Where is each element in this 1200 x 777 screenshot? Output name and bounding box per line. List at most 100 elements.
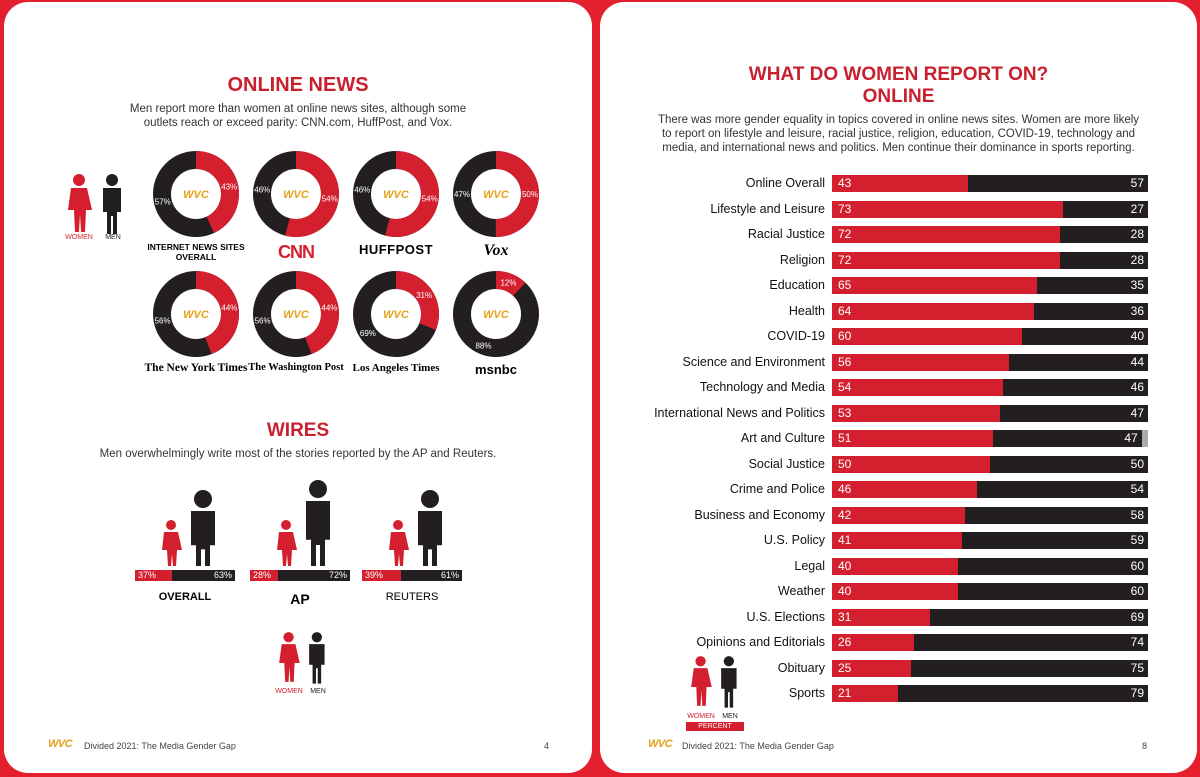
legend-women: WOMEN [65, 234, 93, 241]
bar-women-segment [832, 506, 965, 524]
bar-row: 21 79 [832, 685, 1148, 702]
woman-man-icon [68, 174, 121, 234]
donut-women-arc [353, 151, 439, 237]
bar-women-segment [832, 455, 990, 473]
footer-text: Divided 2021: The Media Gender Gap [84, 741, 236, 751]
bar-women-segment [832, 685, 899, 702]
intro-line: outlets reach or exceed parity: CNN.com,… [143, 117, 453, 129]
donut-women-arc [453, 151, 539, 237]
bar-women-segment [832, 200, 1063, 218]
bar-row: 60 40 [832, 328, 1148, 345]
bar-men-value: 60 [1130, 584, 1144, 598]
bar-men-value: 50 [1130, 456, 1144, 471]
footer-text: Divided 2021: The Media Gender Gap [682, 741, 834, 751]
wire-figures [389, 490, 442, 566]
donut-men-label: 56% [255, 316, 271, 325]
bar-women-value: 72 [838, 252, 852, 267]
title-line: ONLINE [862, 86, 935, 107]
topics-title: WHAT DO WOMEN REPORT ON? ONLINE [600, 64, 1197, 108]
bar-men-value: 28 [1130, 252, 1144, 267]
bar-category-label: Science and Environment [682, 354, 825, 369]
donut-outlet-label: CNN [236, 242, 356, 263]
donut-chart: WVC 54% 46% [252, 150, 340, 238]
wvc-logo: WVC [483, 309, 510, 321]
bar-men-value: 57 [1130, 176, 1144, 190]
bottom-gender-legend: WOMEN MEN [274, 628, 334, 698]
donut-women-arc [153, 271, 239, 357]
donut-women-arc [453, 271, 539, 357]
bar-row: 53 47 [832, 404, 1148, 422]
wire-men-label: 63% [213, 570, 232, 580]
page-number: 4 [544, 741, 550, 751]
wire-figures [162, 490, 215, 566]
donut-outlet-label: msnbc [436, 362, 556, 377]
bar-category-label: Racial Justice [747, 227, 825, 241]
outlet-name: msnbc [475, 362, 517, 377]
wvc-logo: WVC [283, 309, 310, 321]
donut-men-label: 56% [155, 316, 171, 325]
man-icon [309, 480, 327, 498]
wire-women-label: 28% [253, 570, 272, 580]
bar-category-label: U.S. Policy [763, 533, 825, 547]
donut-women-label: 31% [416, 291, 432, 300]
bar-women-value: 40 [838, 558, 852, 573]
bar-women-value: 42 [838, 507, 852, 522]
bar-men-value: 60 [1130, 558, 1144, 573]
bar-row: 72 28 [832, 226, 1148, 243]
bar-women-value: 21 [838, 686, 852, 700]
bar-row: 41 59 [832, 532, 1148, 549]
bar-women-segment [832, 557, 959, 575]
bar-row: 43 57 [832, 175, 1148, 192]
wvc-logo: WVC [183, 309, 210, 321]
bar-women-segment [832, 175, 968, 192]
bar-category-label: International News and Politics [654, 405, 825, 420]
bar-gap-segment [1141, 430, 1148, 447]
donut-outlet-label: Los Angeles Times [336, 362, 456, 374]
bar-men-value: 27 [1130, 201, 1144, 216]
bar-women-value: 43 [838, 176, 852, 190]
donut-women-label: 43% [221, 183, 237, 192]
bar-category-label: Business and Economy [694, 507, 825, 522]
bar-women-value: 73 [838, 201, 852, 216]
bar-women-segment [832, 379, 1003, 396]
bar-row: 50 50 [832, 455, 1148, 473]
outlet-name: The Washington Post [248, 362, 344, 373]
legend-men: MEN [310, 688, 326, 695]
bar-women-segment [832, 608, 930, 626]
bar-women-segment [832, 481, 978, 498]
donut-men-label: 69% [360, 329, 376, 338]
bar-men-value: 47 [1124, 431, 1138, 445]
bar-row: 40 60 [832, 557, 1148, 575]
donut-women-arc [353, 271, 439, 357]
wvc-logo: WVC [383, 189, 410, 201]
wire-bar: 39% 61% [362, 570, 462, 581]
woman-man-icon [691, 656, 737, 708]
bar-men-value: 58 [1130, 507, 1144, 522]
bar-women-segment [832, 430, 994, 447]
wire-men-label: 61% [440, 570, 459, 580]
wire-bar: 28% 72% [250, 570, 350, 581]
bar-women-value: 50 [838, 456, 852, 471]
bar-women-segment [832, 659, 911, 677]
legend-percent: PERCENT [686, 722, 744, 731]
chart-gender-legend: WOMEN MEN PERCENT [686, 652, 750, 734]
wire-men-label: 72% [328, 570, 347, 580]
donut-chart: WVC 31% 69% [352, 270, 440, 358]
outlet-name: The New York Times [144, 362, 248, 374]
donut-women-label: 50% [522, 190, 538, 199]
legend-women: WOMEN [275, 688, 303, 695]
donut-women-label: 44% [221, 304, 237, 313]
bar-women-value: 56 [838, 354, 852, 369]
intro-line: Men report more than women at online new… [129, 103, 467, 115]
donut-women-arc [253, 151, 339, 237]
bar-category-label: Obituary [777, 660, 825, 675]
bar-women-value: 60 [838, 329, 852, 343]
woman-man-icon [279, 632, 325, 684]
bar-row: 26 74 [832, 634, 1148, 651]
man-icon [194, 490, 212, 508]
bar-row: 64 36 [832, 302, 1148, 320]
bar-women-value: 31 [838, 609, 852, 624]
outlet-name-line2: OVERALL [175, 252, 217, 262]
bar-row: 51 47 [832, 430, 1148, 447]
donut-men-label: 46% [254, 186, 270, 195]
